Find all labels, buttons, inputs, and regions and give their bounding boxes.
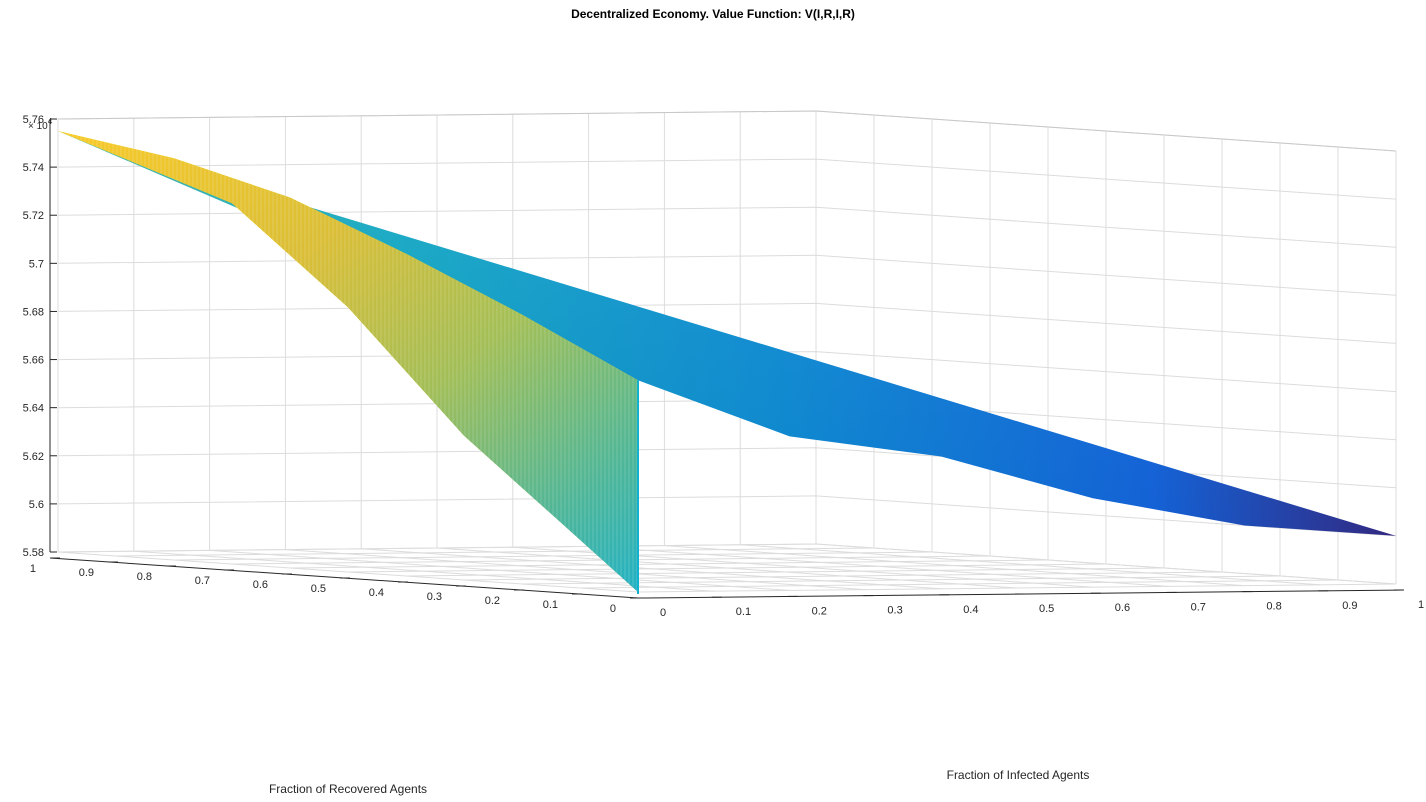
x-tick-label: 0.9 [1342,600,1357,612]
y-tick-label: 0.6 [253,579,268,591]
back-gridline-z [57,254,1397,296]
z-tick-label: 5.64 [23,403,44,415]
x-tick-label: 0.3 [887,605,902,617]
y-axis-label: Fraction of Recovered Agents [269,782,427,796]
floor-gridline-x [664,545,1245,587]
z-tick-label: 5.58 [23,547,44,559]
y-tick-label: 0.2 [485,595,500,607]
y-tick-label: 0.3 [427,591,442,603]
x-tick-label: 0.1 [736,606,751,618]
x-tick-label: 0.8 [1266,601,1281,613]
x-axis-ticks: 0 0.1 0.2 0.3 0.4 0.5 0.6 0.7 0.8 0.9 1 [636,589,1424,619]
z-tick-label: 5.74 [23,162,44,174]
z-tick-label: 5.72 [23,210,44,222]
x-tick-label: 0.4 [963,604,978,616]
z-tick-label: 5.6 [29,499,44,511]
floor-gridline-y [57,543,817,553]
x-tick-label: 0.6 [1115,602,1130,614]
floor-grid [57,543,1397,593]
y-tick-label: 0.4 [369,587,384,599]
x-tick-label: 0.5 [1039,603,1054,615]
surface-front-stripes [58,131,638,592]
z-tick-label: 5.62 [23,451,44,463]
x-axis-label: Fraction of Infected Agents [947,768,1090,782]
floor-gridline-x [815,543,1397,585]
z-exponent-label: × 104 [28,117,53,132]
y-tick-label: 0.9 [79,567,94,579]
box-top-edge [57,110,1397,152]
floor-gridline-x [588,545,1169,587]
floor-gridline-y [347,563,1107,573]
y-tick-label: 0.1 [543,599,558,611]
z-tick-label: 5.66 [23,355,44,367]
z-axis-ticks: 5.58 5.6 5.62 5.64 5.66 5.68 5.7 5.72 5.74 5.76 [23,114,57,559]
surface-top-shade [58,131,1396,536]
x-tick-label: 0.2 [812,605,827,617]
z-tick-label: 5.7 [29,258,44,270]
x-tick-label: 0 [660,607,666,619]
y-tick-label: 0.7 [195,575,210,587]
value-surface [58,131,1396,594]
x-tick-label: 1 [1418,599,1424,611]
z-tick-label: 5.76 [23,114,44,126]
y-tick-label: 0 [610,603,616,615]
y-tick-label: 1 [30,563,36,575]
x-tick-label: 0.7 [1191,601,1206,613]
floor-gridline-y [289,559,1049,569]
z-tick-label: 5.68 [23,306,44,318]
floor-gridline-y [115,547,875,557]
floor-gridline-x [740,544,1321,586]
y-tick-label: 0.8 [137,571,152,583]
y-tick-label: 0.5 [311,583,326,595]
y-axis-ticks: 0 0.1 0.2 0.3 0.4 0.5 0.6 0.7 0.8 0.9 1 [30,557,640,615]
chart-title: Decentralized Economy. Value Function: V… [571,7,855,21]
floor-gridline-y [173,551,933,561]
